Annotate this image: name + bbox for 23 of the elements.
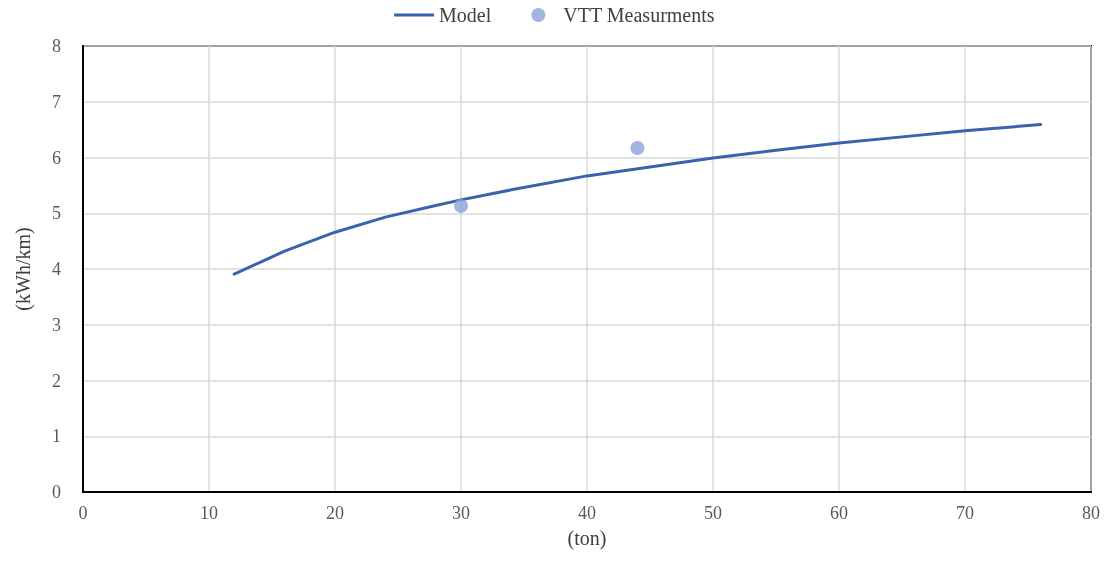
y-tick-label: 6 bbox=[52, 147, 61, 168]
x-tick-label: 80 bbox=[1082, 503, 1100, 523]
x-axis-title: (ton) bbox=[567, 527, 607, 550]
x-tick-label: 40 bbox=[578, 503, 596, 523]
x-tick-label: 20 bbox=[326, 503, 344, 523]
y-tick-label: 3 bbox=[52, 314, 61, 335]
y-tick-label: 5 bbox=[52, 203, 61, 224]
y-tick-label: 8 bbox=[52, 36, 61, 56]
x-tick-label: 10 bbox=[200, 503, 218, 523]
x-tick-label: 50 bbox=[704, 503, 722, 523]
y-tick-label: 7 bbox=[52, 91, 61, 112]
legend-label: VTT Measurments bbox=[563, 4, 715, 26]
y-tick-label: 4 bbox=[52, 259, 61, 279]
x-tick-label: 70 bbox=[956, 503, 974, 523]
y-tick-label: 0 bbox=[52, 482, 61, 502]
legend-label: Model bbox=[439, 4, 492, 26]
x-tick-label: 60 bbox=[830, 503, 848, 523]
x-tick-label: 0 bbox=[78, 503, 88, 523]
y-tick-label: 1 bbox=[52, 426, 61, 447]
line-series bbox=[232, 123, 1043, 276]
y-axis-title: (kWh/km) bbox=[12, 227, 35, 311]
y-tick-label: 2 bbox=[52, 370, 61, 391]
x-tick-label: 30 bbox=[452, 503, 470, 523]
